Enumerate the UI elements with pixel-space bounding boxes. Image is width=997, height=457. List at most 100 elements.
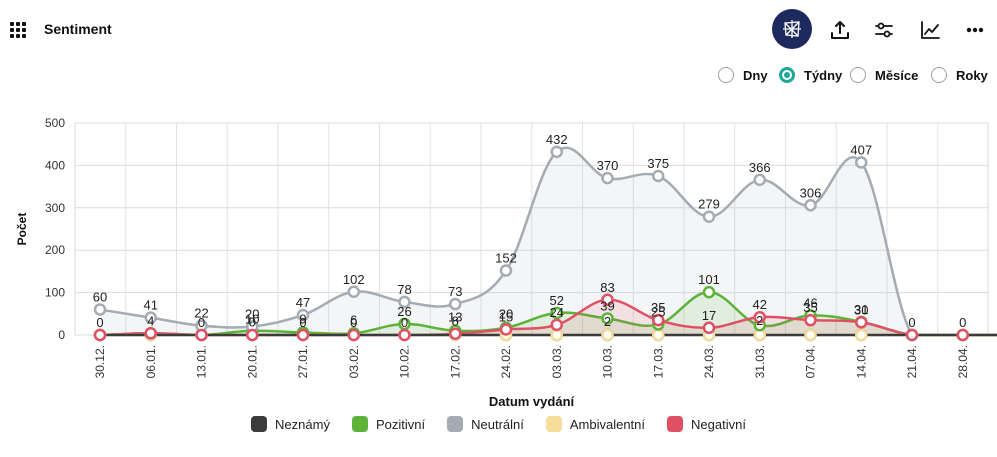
radio-roky[interactable]: Roky xyxy=(931,64,988,86)
point-neutralni xyxy=(804,199,817,212)
area-neutralni xyxy=(100,147,997,335)
data-label: 60 xyxy=(93,290,107,305)
point-pozitivni xyxy=(550,306,563,320)
point-pozitivni xyxy=(702,285,716,299)
point-negativni xyxy=(753,310,766,324)
x-tick-label: 17.03. xyxy=(651,345,665,378)
radio-tydny[interactable]: Týdny xyxy=(779,64,842,86)
area-negativni xyxy=(100,299,997,335)
radio-dny[interactable]: Dny xyxy=(718,64,768,86)
point-negativni xyxy=(296,328,310,342)
radio-mesice[interactable]: Měsíce xyxy=(850,64,918,86)
legend-label: Pozitivní xyxy=(375,416,426,432)
radio-mesice-circle[interactable] xyxy=(850,67,866,83)
data-label: 42 xyxy=(753,297,767,312)
data-label: 2 xyxy=(604,314,611,329)
x-tick-label: 21.04. xyxy=(905,345,919,378)
point-neutralni xyxy=(652,169,665,183)
data-label: 432 xyxy=(546,132,568,147)
apps-grid-icon[interactable] xyxy=(10,22,26,38)
data-label: 0 xyxy=(249,315,256,330)
point-negativni xyxy=(195,328,208,342)
point-negativni xyxy=(398,328,411,342)
legend-item-pozitivni[interactable]: Pozitivní xyxy=(351,416,426,432)
export-icon xyxy=(831,21,849,39)
data-label: 25 xyxy=(651,304,665,319)
point-ambivalentni xyxy=(855,328,868,342)
legend-label: Ambivalentní xyxy=(569,416,646,432)
radio-roky-circle[interactable] xyxy=(931,67,947,83)
x-tick-label: 30.12. xyxy=(93,345,107,378)
point-ambivalentni xyxy=(601,328,614,342)
legend-swatch-pozitivni xyxy=(351,416,368,432)
chart-type-button[interactable] xyxy=(910,10,950,50)
radio-roky-label: Roky xyxy=(956,67,988,83)
legend-swatch-negativni xyxy=(667,416,684,432)
data-label: 279 xyxy=(698,197,720,212)
data-label: 41 xyxy=(144,298,158,313)
data-label: 101 xyxy=(698,272,720,287)
radio-tydny-circle[interactable] xyxy=(779,67,795,83)
y-tick-label: 0 xyxy=(58,328,65,342)
point-neutralni xyxy=(144,311,157,324)
point-neutralni xyxy=(855,156,868,169)
radio-tydny-label: Týdny xyxy=(804,67,843,83)
point-negativni xyxy=(956,328,969,342)
data-label: 46 xyxy=(803,295,817,310)
settings-button[interactable] xyxy=(864,10,904,50)
legend-item-ambivalentni[interactable]: Ambivalentní xyxy=(545,416,646,432)
data-label: 35 xyxy=(651,300,665,315)
point-negativni xyxy=(93,328,107,342)
point-negativni xyxy=(855,316,868,329)
y-tick-label: 200 xyxy=(45,243,65,257)
x-tick-label: 17.02. xyxy=(448,345,462,378)
legend-item-neutralni[interactable]: Neutrální xyxy=(447,416,524,432)
more-button[interactable] xyxy=(955,10,995,50)
data-label: 30 xyxy=(854,302,868,317)
data-label: 0 xyxy=(299,315,306,330)
data-label: 407 xyxy=(850,142,872,157)
point-negativni xyxy=(246,328,259,342)
y-tick-label: 500 xyxy=(45,116,65,130)
point-negativni xyxy=(905,328,919,342)
y-tick-label: 100 xyxy=(45,286,65,300)
y-tick-label: 300 xyxy=(45,201,65,215)
data-label: 0 xyxy=(959,315,966,330)
x-tick-label: 20.01. xyxy=(245,345,259,378)
legend-label: Negativní xyxy=(691,416,746,432)
data-label: 375 xyxy=(647,156,669,171)
legend-swatch-ambivalentni xyxy=(545,416,562,432)
network-icon xyxy=(772,9,812,49)
radio-mesice-label: Měsíce xyxy=(875,67,919,83)
data-label: 24 xyxy=(550,305,564,320)
point-neutralni xyxy=(499,264,513,277)
x-tick-label: 24.03. xyxy=(702,345,716,378)
widget-title: Sentiment xyxy=(44,21,112,37)
data-label: 4 xyxy=(147,313,154,328)
point-negativni xyxy=(347,328,360,342)
point-negativni xyxy=(652,313,665,327)
data-label: 102 xyxy=(343,272,365,287)
data-label: 20 xyxy=(499,307,513,322)
legend-item-negativni[interactable]: Negativní xyxy=(667,416,746,432)
point-negativni xyxy=(499,323,513,336)
point-negativni xyxy=(144,327,157,340)
network-view-button[interactable] xyxy=(772,9,812,49)
point-neutralni xyxy=(347,285,360,299)
x-axis-title: Datum vydání xyxy=(489,394,575,409)
point-neutralni xyxy=(398,295,411,309)
data-label: 9 xyxy=(299,312,306,327)
export-button[interactable] xyxy=(820,10,860,50)
data-label: 35 xyxy=(803,300,817,315)
radio-dny-circle[interactable] xyxy=(718,67,734,83)
data-label: 22 xyxy=(194,306,208,321)
legend-item-neznamy[interactable]: Neznámý xyxy=(251,416,330,432)
data-label: 6 xyxy=(350,312,357,327)
point-neutralni xyxy=(601,171,614,185)
y-tick-label: 400 xyxy=(45,158,65,172)
more-icon xyxy=(966,27,984,33)
data-label: 366 xyxy=(749,160,771,175)
data-label: 20 xyxy=(245,307,259,322)
data-label: 78 xyxy=(397,282,411,297)
data-label: 26 xyxy=(397,304,411,319)
